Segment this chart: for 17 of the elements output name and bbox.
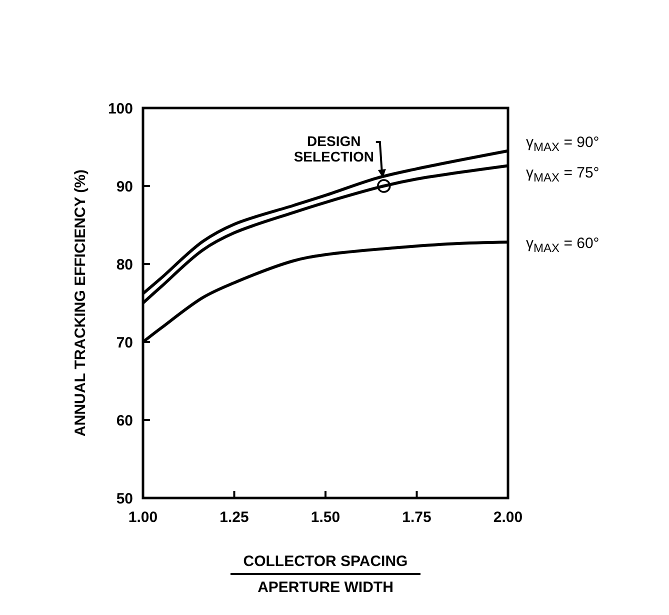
x-tick-label: 1.25	[220, 509, 249, 526]
series-label: γ$_{MAX}$ = 75°	[526, 164, 600, 184]
y-tick-label: 90	[116, 178, 133, 196]
x-tick-label: 1.00	[128, 509, 158, 526]
x-tick-label: 1.75	[402, 509, 432, 526]
y-tick-label: 70	[116, 334, 133, 352]
y-tick-label: 60	[116, 412, 133, 430]
series-label: γ$_{MAX}$ = 60°	[526, 235, 600, 255]
annotation: DESIGN SELECTION	[294, 133, 374, 164]
y-tick-label: 100	[108, 100, 133, 118]
series-label: γ$_{MAX}$ = 90°	[526, 134, 600, 154]
x-tick-label: 1.50	[310, 509, 340, 526]
x-axis-title: COLLECTOR SPACING APERTURE WIDTH	[243, 553, 408, 596]
y-tick-label: 50	[116, 490, 133, 508]
y-tick-label: 80	[116, 256, 133, 274]
x-tick-label: 2.00	[493, 509, 523, 526]
y-axis-title: ANNUAL TRACKING EFFICIENCY (%)	[72, 170, 89, 436]
